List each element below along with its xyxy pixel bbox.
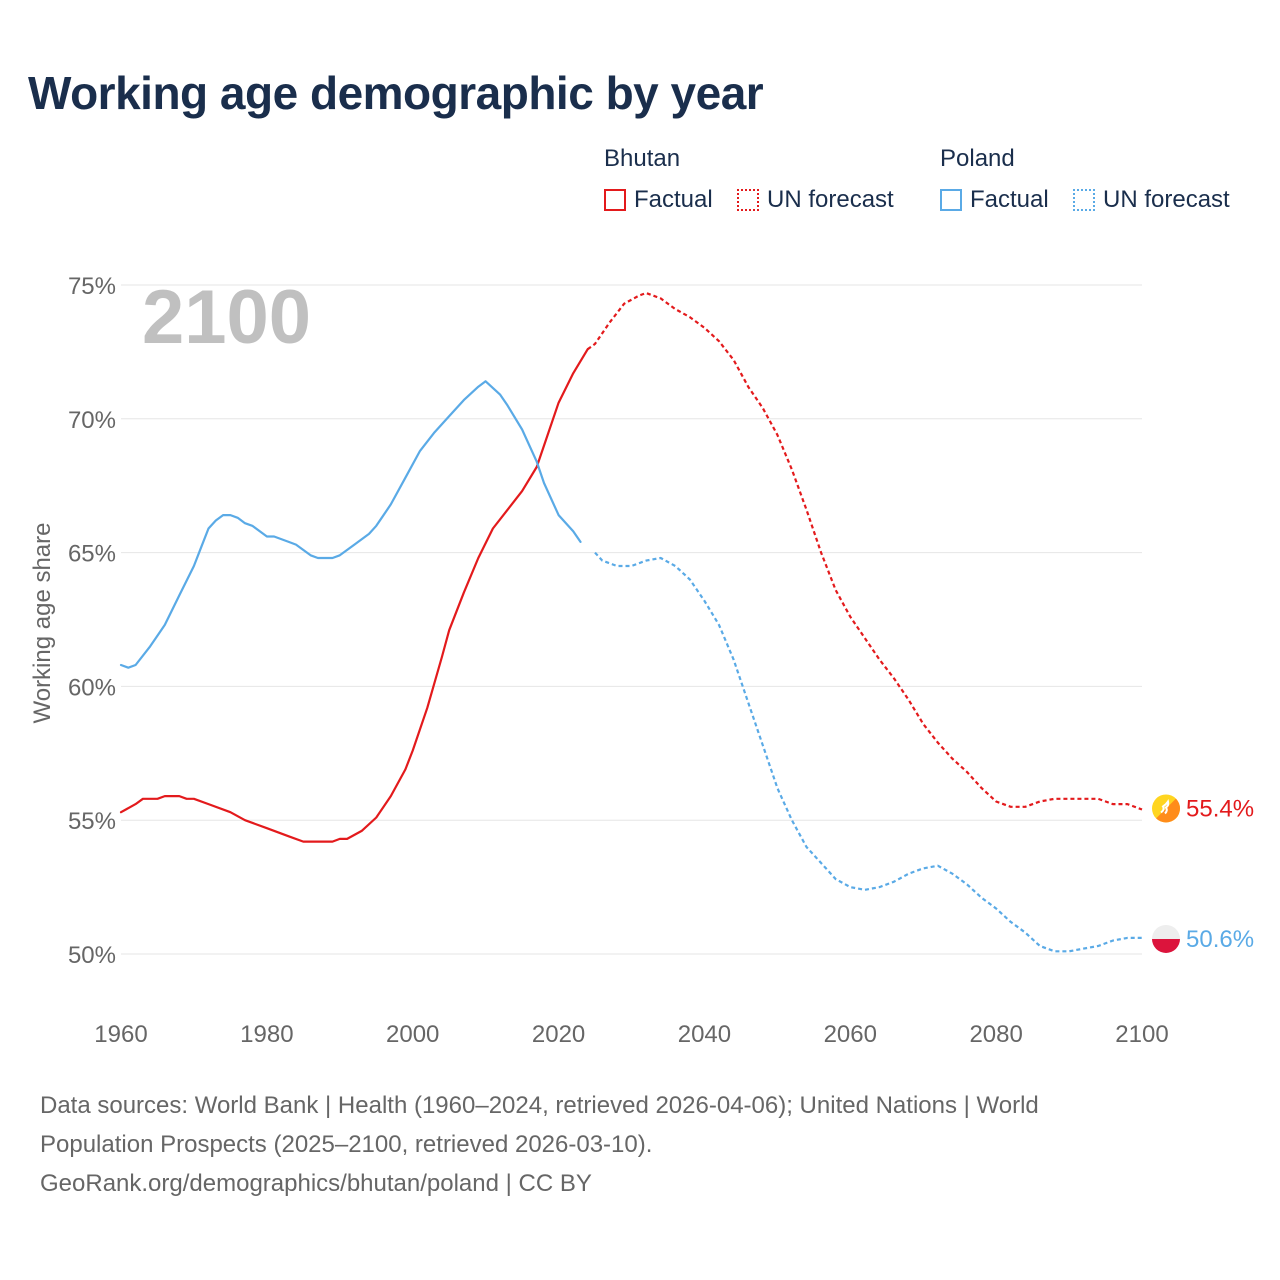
x-tick-label: 1980 — [240, 1021, 293, 1048]
bhutan-factual-line — [119, 348, 589, 843]
bhutan-forecast-line — [587, 291, 1143, 811]
flag-dragon — [1160, 799, 1170, 815]
chart-title: Working age demographic by year — [28, 67, 764, 119]
legend-label: Factual — [634, 186, 713, 213]
y-tick-label: 70% — [68, 407, 116, 434]
flag-part — [1152, 938, 1181, 953]
legend-label: UN forecast — [1103, 186, 1230, 213]
legend-swatch-icon — [1073, 189, 1095, 211]
x-tick-label: 2060 — [824, 1021, 877, 1048]
legend-swatch-icon — [737, 189, 759, 211]
y-tick-label: 75% — [68, 273, 116, 300]
footer-line: Data sources: World Bank | Health (1960–… — [40, 1092, 1039, 1119]
legend-bhutan-factual[interactable]: Factual — [604, 186, 713, 214]
poland-forecast-line — [594, 551, 1142, 953]
x-tick-label: 2040 — [678, 1021, 731, 1048]
x-tick-label: 2080 — [969, 1021, 1022, 1048]
bhutan-end-value-label: 55.4% — [1186, 795, 1254, 822]
poland-flag-icon — [1152, 924, 1181, 953]
x-tick-label: 2000 — [386, 1021, 439, 1048]
legend-country-poland: Poland — [940, 145, 1015, 172]
legend-poland-forecast[interactable]: UN forecast — [1073, 186, 1230, 214]
footer-line: GeoRank.org/demographics/bhutan/poland |… — [40, 1170, 592, 1197]
legend-swatch-icon — [604, 189, 626, 211]
legend-country-bhutan: Bhutan — [604, 145, 681, 172]
legend-label: Factual — [970, 186, 1049, 213]
line-chart: 50% 55% 60% 65% 70% 75% 1960 1980 2000 2020 2040 20… — [29, 273, 1254, 1048]
y-tick-label: 55% — [68, 808, 116, 835]
y-axis-title: Working age share — [29, 523, 56, 724]
legend-poland-factual[interactable]: Factual — [940, 186, 1049, 214]
bhutan-flag-icon — [1152, 794, 1180, 823]
footer-line: Population Prospects (2025–2100, retriev… — [40, 1131, 653, 1158]
legend-bhutan-forecast[interactable]: UN forecast — [737, 186, 894, 214]
poland-end-value-label: 50.6% — [1186, 926, 1254, 953]
flag-part — [1156, 798, 1180, 823]
legend-swatch-icon — [940, 189, 962, 211]
y-tick-label: 50% — [68, 942, 116, 969]
year-watermark: 2100 — [142, 275, 311, 360]
y-tick-label: 65% — [68, 541, 116, 568]
x-tick-label: 1960 — [94, 1021, 147, 1048]
footer-sources: Data sources: World Bank | Health (1960–… — [40, 1086, 1180, 1203]
legend-label: UN forecast — [767, 186, 894, 213]
x-tick-label: 2100 — [1115, 1021, 1168, 1048]
x-tick-label: 2020 — [532, 1021, 585, 1048]
y-tick-label: 60% — [68, 674, 116, 701]
poland-factual-line — [119, 380, 582, 669]
